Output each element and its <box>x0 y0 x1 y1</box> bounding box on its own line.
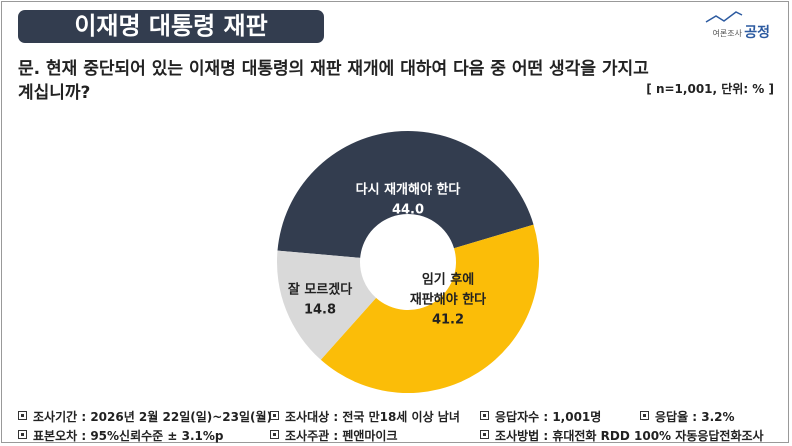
footer-item: 조사주관 : 펜앤마이크 <box>270 427 398 444</box>
footer-item: 조사기간 : 2026년 2월 22일(일)~23일(월) <box>18 408 272 425</box>
donut-slice <box>277 250 377 360</box>
donut-slice <box>277 131 534 258</box>
slice-label: 임기 후에 <box>422 272 474 288</box>
value-label: 44.0 <box>392 203 424 218</box>
slice-label: 재판해야 한다 <box>410 292 486 308</box>
title: 이재명 대통령 재판 <box>18 10 324 43</box>
slice-label: 다시 재개해야 한다 <box>356 182 461 198</box>
question: 문. 현재 중단되어 있는 이재명 대통령의 재판 재개에 대하여 다음 중 어… <box>18 59 649 79</box>
footer-item: 응답자수 : 1,001명 <box>480 408 601 425</box>
footer-item: 조사대상 : 전국 만18세 이상 남녀 <box>270 408 460 425</box>
question: 계십니까? <box>18 83 91 103</box>
slice-label: 잘 모르겠다 <box>288 282 352 298</box>
logo-small: 여론조사 <box>712 29 742 38</box>
footer-item: 조사방법 : 휴대전화 RDD 100% 자동응답전화조사 <box>480 427 764 444</box>
footer-item: 응답율 : 3.2% <box>640 408 735 425</box>
value-label: 14.8 <box>304 303 336 318</box>
donut-slice <box>320 224 539 393</box>
logo-big: 공정 <box>744 25 770 41</box>
logo-icon <box>705 11 743 23</box>
value-label: 41.2 <box>432 313 464 328</box>
footer-item: 표본오차 : 95%신뢰수준 ± 3.1%p <box>18 427 223 444</box>
note: [ n=1,001, 단위: % ] <box>646 82 774 96</box>
